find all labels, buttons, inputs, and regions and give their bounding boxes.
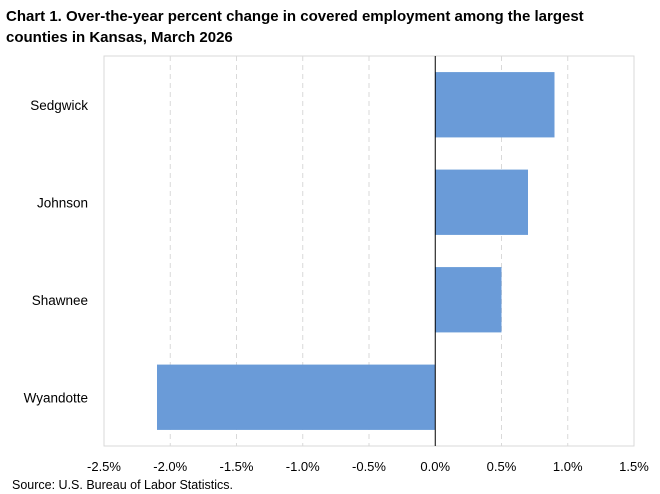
category-label: Shawnee (32, 293, 88, 308)
category-label: Sedgwick (30, 98, 88, 113)
x-tick-label: 1.0% (553, 459, 583, 474)
x-tick-label: -2.0% (153, 459, 187, 474)
x-tick-label: -2.5% (87, 459, 121, 474)
bars (157, 72, 555, 430)
category-label: Wyandotte (24, 390, 88, 405)
source-note: Source: U.S. Bureau of Labor Statistics. (12, 478, 233, 492)
x-tick-labels: -2.5% -2.0% -1.5% -1.0% -0.5% 0.0% 0.5% 1.0% 1.5… (87, 459, 649, 474)
bar-shawnee (435, 267, 502, 333)
bar-johnson (435, 169, 528, 235)
bar-wyandotte (157, 364, 436, 430)
category-labels: Sedgwick Johnson Shawnee Wyandotte (24, 98, 89, 406)
x-tick-label: 0.0% (420, 459, 450, 474)
x-tick-label: 0.5% (487, 459, 517, 474)
chart-title: Chart 1. Over-the-year percent change in… (6, 8, 584, 46)
bar-sedgwick (435, 72, 555, 138)
x-tick-label: -1.0% (286, 459, 320, 474)
x-tick-label: 1.5% (619, 459, 649, 474)
category-label: Johnson (37, 195, 88, 210)
x-tick-label: -0.5% (352, 459, 386, 474)
x-tick-label: -1.5% (220, 459, 254, 474)
